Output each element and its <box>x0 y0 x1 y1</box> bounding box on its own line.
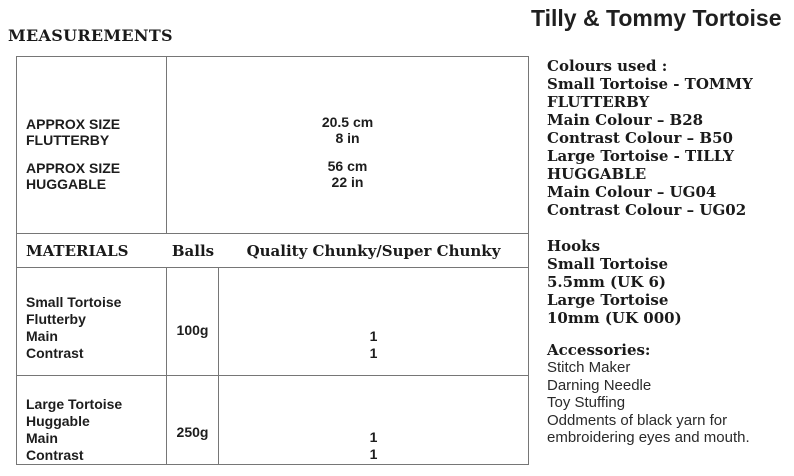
colours-line: Contrast Colour – B50 <box>547 129 733 147</box>
page-title: Tilly & Tommy Tortoise <box>531 5 782 31</box>
materials-header-label: MATERIALS <box>26 241 129 260</box>
colours-line: Contrast Colour – UG02 <box>547 201 747 219</box>
colours-line: Small Tortoise - TOMMY <box>547 75 753 93</box>
material-line: Contrast <box>26 345 84 361</box>
quantity-cell: 1 1 <box>219 376 528 464</box>
material-line: Huggable <box>26 413 90 429</box>
quantity-cell: 1 1 <box>219 268 528 375</box>
colours-heading: Colours used : <box>547 57 668 75</box>
accessories-heading: Accessories: <box>547 341 651 359</box>
hooks-line: Small Tortoise <box>547 255 669 273</box>
balls-header-label: Balls <box>171 241 215 260</box>
material-line: Large Tortoise <box>26 396 123 412</box>
size-label-line: FLUTTERBY <box>26 132 110 148</box>
hooks-heading: Hooks <box>547 237 601 255</box>
quality-header-label: Quality Chunky/Super Chunky <box>246 241 501 260</box>
size-labels-cell: APPROX SIZE FLUTTERBY APPROX SIZE HUGGAB… <box>17 57 167 233</box>
material-line: Main <box>26 328 58 344</box>
weight-value: 250g <box>176 424 209 440</box>
accessories-line: Stitch Maker <box>547 359 631 376</box>
materials-label-cell: Small Tortoise Flutterby Main Contrast <box>17 268 167 375</box>
accessories-list: Stitch Maker Darning Needle Toy Stuffing… <box>547 359 783 447</box>
materials-header-row: MATERIALS Balls Quality Chunky/Super Chu… <box>17 233 528 268</box>
size-label-line: APPROX SIZE <box>26 116 121 132</box>
accessories-section: Accessories: Stitch Maker Darning Needle… <box>547 341 783 447</box>
table-row: Large Tortoise Huggable Main Contrast 25… <box>17 375 528 464</box>
accessories-line: Oddments of black yarn for embroidering … <box>547 411 750 447</box>
hooks-line: 5.5mm (UK 6) <box>547 273 667 291</box>
colours-line: Large Tortoise - TILLY <box>547 147 735 165</box>
measurements-heading: MEASUREMENTS <box>8 26 173 45</box>
colours-line: FLUTTERBY <box>547 93 650 111</box>
hooks-line: 10mm (UK 000) <box>547 309 682 327</box>
colours-line: HUGGABLE <box>547 165 647 183</box>
weight-cell: 100g <box>167 268 219 375</box>
accessories-line: Darning Needle <box>547 376 652 394</box>
materials-label-cell: Large Tortoise Huggable Main Contrast <box>17 376 167 464</box>
material-line: Flutterby <box>26 311 86 327</box>
colours-section: Colours used : Small Tortoise - TOMMY FL… <box>547 57 783 219</box>
quantity-value: 1 <box>369 328 378 344</box>
material-line: Main <box>26 430 58 446</box>
colours-line: Main Colour – UG04 <box>547 183 717 201</box>
hooks-line: Large Tortoise <box>547 291 669 309</box>
size-value-line: 8 in <box>335 130 360 146</box>
spacer <box>167 146 528 158</box>
quantity-value: 1 <box>369 446 378 462</box>
size-label-line: HUGGABLE <box>26 176 107 192</box>
quantity-value: 1 <box>369 429 378 445</box>
table-row: Small Tortoise Flutterby Main Contrast 1… <box>17 268 528 375</box>
weight-value: 100g <box>176 322 209 338</box>
accessories-line: Toy Stuffing <box>547 394 626 411</box>
size-label-line: APPROX SIZE <box>26 160 121 176</box>
details-panel: Colours used : Small Tortoise - TOMMY FL… <box>547 57 783 447</box>
spacer <box>26 148 166 160</box>
size-value-line: 22 in <box>331 174 364 190</box>
size-section: APPROX SIZE FLUTTERBY APPROX SIZE HUGGAB… <box>17 57 528 233</box>
measurements-table: APPROX SIZE FLUTTERBY APPROX SIZE HUGGAB… <box>16 56 529 465</box>
colours-line: Main Colour – B28 <box>547 111 704 129</box>
quantity-value: 1 <box>369 345 378 361</box>
size-value-line: 56 cm <box>327 158 368 174</box>
size-values-cell: 20.5 cm 8 in 56 cm 22 in <box>167 57 528 233</box>
weight-cell: 250g <box>167 376 219 464</box>
size-value-line: 20.5 cm <box>321 114 374 130</box>
material-line: Small Tortoise <box>26 294 122 310</box>
material-line: Contrast <box>26 447 84 463</box>
hooks-section: Hooks Small Tortoise 5.5mm (UK 6) Large … <box>547 237 783 327</box>
